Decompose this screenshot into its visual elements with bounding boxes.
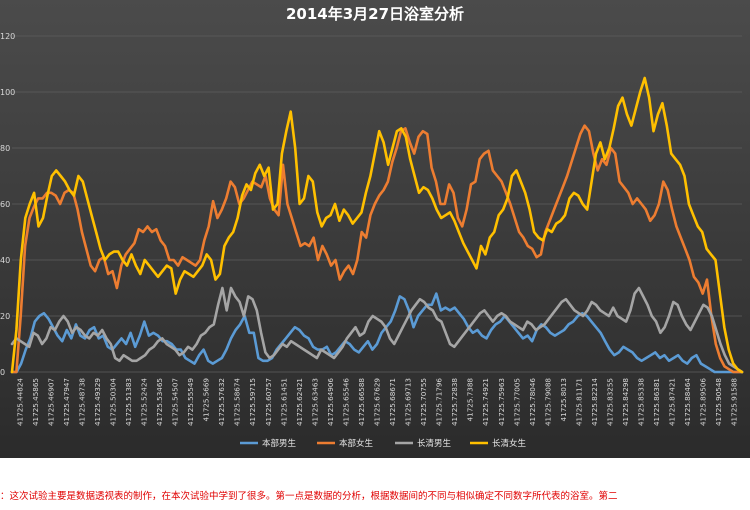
x-tick-label: 41725.59715 [248, 378, 257, 426]
x-tick-label: 41725.62421 [295, 378, 304, 426]
legend-label: 本部女生 [339, 438, 374, 449]
y-tick-label: 40 [0, 256, 10, 265]
x-tick-label: 41725.78046 [528, 378, 537, 426]
chart-title: 2014年3月27日浴室分析 [286, 5, 464, 23]
x-tick-label: 41725.47947 [62, 378, 71, 426]
x-tick-label: 41725.90548 [714, 378, 723, 426]
x-tick-label: 41725.81171 [574, 378, 583, 426]
legend-label: 本部男生 [262, 438, 297, 449]
series-line-3 [10, 286, 744, 374]
x-tick-label: 41725.60757 [264, 378, 273, 426]
chart-area: 2014年3月27日浴室分析 0 20 40 60 80 100 120 41725.44824… [0, 0, 750, 458]
x-tick-label: 41725.82214 [590, 378, 599, 426]
y-tick-label: 20 [0, 312, 10, 321]
line-chart: 2014年3月27日浴室分析 0 20 40 60 80 100 120 41725.44824… [0, 5, 744, 449]
x-tick-label: 41725.87421 [668, 378, 677, 426]
x-tick-label: 41725.85338 [637, 378, 646, 426]
x-tick-label: 41725.8013 [559, 378, 568, 421]
y-tick-label: 60 [0, 200, 10, 209]
y-tick-label: 80 [0, 144, 10, 153]
x-tick-label: 41725.70755 [419, 378, 428, 426]
x-tick-label: 41725.54507 [171, 378, 180, 426]
series-line-2 [10, 124, 744, 374]
legend-label: 长清男生 [417, 438, 452, 449]
experiment-note: ：这次试验主要是数据透视表的制作，在本次试验中学到了很多。第一点是数据的分析，根… [0, 491, 618, 502]
x-tick-label: 41725.89506 [699, 378, 708, 426]
x-tick-label: 41725.79088 [543, 378, 552, 426]
x-tick-label: 41725.58674 [233, 378, 242, 426]
x-tick-label: 41725.61451 [279, 378, 288, 426]
x-tick-label: 41725.86381 [652, 378, 661, 426]
x-tick-label: 41725.91588 [730, 378, 739, 426]
x-tick-label: 41725.65546 [341, 378, 350, 426]
x-tick-label: 41725.46907 [46, 378, 55, 426]
x-tick-label: 41725.77005 [512, 378, 521, 426]
x-tick-label: 41725.55549 [186, 378, 195, 426]
x-tick-label: 41725.64906 [326, 378, 335, 426]
x-tick-label: 41725.51383 [124, 378, 133, 426]
x-tick-label: 41725.84298 [621, 378, 630, 426]
y-tick-label: 0 [0, 368, 5, 377]
x-tick-label: 41725.48738 [77, 378, 86, 426]
x-tick-label: 41725.52424 [140, 378, 149, 426]
x-tick-label: 41725.50304 [108, 378, 117, 426]
x-tick-label: 41725.72838 [450, 378, 459, 426]
y-tick-label: 120 [0, 32, 15, 41]
x-tick-label: 41725.88464 [683, 378, 692, 426]
y-tick-label: 100 [0, 88, 15, 97]
x-tick-label: 41725.5669 [202, 378, 211, 422]
x-tick-label: 41725.67629 [373, 378, 382, 426]
x-tick-label: 41725.68671 [388, 378, 397, 426]
x-tick-label: 41725.74921 [481, 378, 490, 426]
x-tick-label: 41725.83255 [605, 378, 614, 426]
x-tick-label: 41725.49329 [93, 378, 102, 426]
x-tick-label: 41725.71796 [435, 378, 444, 426]
x-tick-label: 41725.7388 [466, 378, 475, 422]
x-tick-label: 41725.66588 [357, 378, 366, 426]
x-tick-label: 41725.45865 [31, 378, 40, 426]
x-tick-label: 41725.63463 [310, 378, 319, 426]
x-tick-label: 41725.57632 [217, 378, 226, 426]
series-line-1 [10, 292, 744, 374]
legend-label: 长清女生 [492, 438, 527, 449]
x-tick-label: 41725.53465 [155, 378, 164, 426]
series-line-4 [10, 76, 744, 374]
x-tick-label: 41725.69713 [404, 378, 413, 426]
x-tick-label: 41725.75963 [497, 378, 506, 426]
x-tick-label: 41725.44824 [15, 378, 24, 426]
